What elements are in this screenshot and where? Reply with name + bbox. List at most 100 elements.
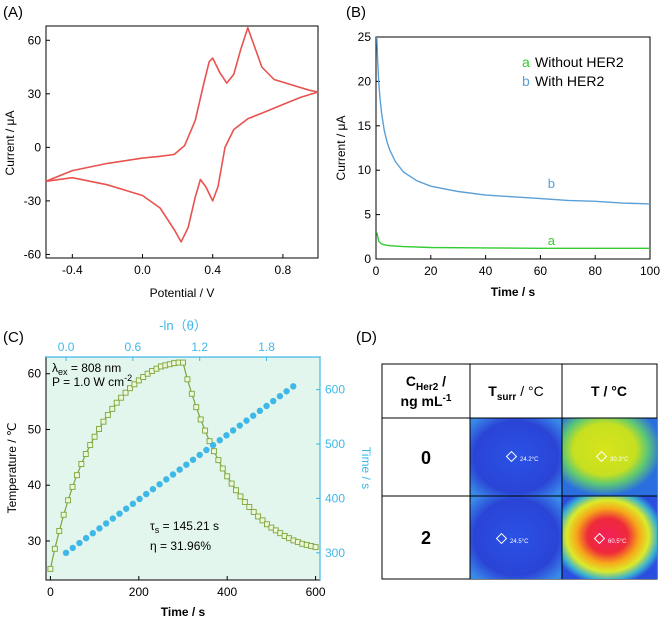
- fit-point: [136, 495, 143, 503]
- panel-b-ticks: 0 20 40 60 80 100 0 5 10 15 20 25: [358, 30, 661, 278]
- fit-point: [196, 451, 203, 459]
- temperature-point: [100, 418, 107, 425]
- cv-curve: [45, 91, 319, 243]
- fit-point: [270, 397, 277, 405]
- temperature-point: [202, 427, 209, 434]
- temperature-point: [118, 394, 125, 401]
- temperature-point: [255, 513, 262, 520]
- readout-t-0: 30.3°C: [610, 457, 629, 463]
- temperature-point: [140, 374, 147, 381]
- curve-label-a: a: [548, 233, 556, 248]
- temperature-point: [131, 381, 138, 388]
- legend-label-b: With HER2: [535, 73, 604, 89]
- temperature-point: [122, 389, 129, 396]
- temperature-point: [135, 377, 142, 384]
- panel-c-ticks: 0 200 400 600 30 40 50 60 0.0 0.6 1.2 1.8 300 400 500 6…: [28, 340, 346, 599]
- panel-a-xlabel: Potential / V: [150, 286, 215, 300]
- x-tick-label: 40: [479, 264, 493, 278]
- top-tick-label: 0.0: [58, 340, 75, 354]
- panel-a-ylabel: Current / μA: [3, 111, 17, 176]
- temperature-point: [224, 473, 231, 480]
- marker-surr-2: 24.5°C: [495, 532, 529, 545]
- readout-surr-2: 24.5°C: [510, 539, 529, 545]
- fit-point: [143, 490, 150, 498]
- right-tick-label: 600: [325, 383, 345, 397]
- temperature-point: [127, 385, 133, 392]
- fit-point: [69, 544, 76, 552]
- panel-label-b: (B): [346, 4, 366, 21]
- panel-d: (D) CHer2 / ng mL-1 Tsurr / °C T / °C 0 …: [356, 329, 658, 580]
- temperature-point: [104, 412, 111, 418]
- fit-point: [236, 422, 244, 429]
- temperature-point: [264, 521, 270, 528]
- temperature-point: [51, 545, 58, 552]
- panel-b-xlabel: Time / s: [491, 285, 536, 299]
- fit-point: [109, 515, 117, 522]
- y-tick-label: -60: [24, 247, 42, 261]
- right-tick-label: 300: [325, 546, 345, 560]
- panel-b-frame: [375, 36, 651, 260]
- temperature-point: [206, 438, 213, 445]
- y-tick-label: 30: [28, 534, 42, 548]
- header-t-surr: Tsurr / °C: [488, 383, 543, 403]
- temperature-point: [215, 457, 222, 464]
- temperature-point: [241, 499, 248, 505]
- fit-point: [290, 383, 297, 390]
- temperature-point: [47, 565, 54, 572]
- y-tick-label: 40: [28, 478, 42, 492]
- x-tick-label: 100: [640, 264, 660, 278]
- thermal-image-t-0: [562, 418, 657, 496]
- panel-a-frame: [45, 25, 319, 259]
- fit-point: [203, 446, 210, 454]
- temperature-point: [233, 487, 239, 494]
- fit-point: [229, 427, 237, 434]
- panel-c-right-ylabel: Time / s: [359, 447, 373, 489]
- x-tick-label: 0.4: [204, 263, 221, 277]
- current-curve-b: [376, 36, 651, 205]
- marker-surr-0: 24.2°C: [505, 450, 539, 463]
- fit-point: [263, 402, 270, 410]
- curve-label-b: b: [548, 176, 555, 191]
- panel-b-legend: a Without HER2 b With HER2: [522, 54, 624, 89]
- temperature-point: [96, 425, 102, 432]
- fit-point: [102, 520, 110, 527]
- panel-label-a: (A): [3, 4, 23, 21]
- fit-point: [276, 392, 284, 400]
- annotation-tau: τs = 145.21 s: [150, 519, 219, 535]
- current-curve-a: [376, 232, 650, 249]
- top-tick-label: 0.6: [125, 340, 142, 354]
- x-tick-label: 20: [424, 264, 438, 278]
- y-tick-label: 25: [358, 30, 372, 44]
- marker-t-2: 60.5°C: [593, 532, 627, 545]
- legend-letter-b: b: [522, 73, 530, 89]
- x-tick-label: 600: [306, 585, 326, 599]
- fit-point: [149, 485, 157, 493]
- fit-point: [163, 476, 170, 483]
- marker-t-0: 30.3°C: [595, 450, 629, 463]
- x-tick-label: 0.0: [134, 263, 151, 277]
- legend-label-a: Without HER2: [535, 54, 624, 70]
- fit-point: [176, 466, 183, 473]
- temperature-point: [109, 405, 116, 412]
- panel-label-d: (D): [356, 329, 377, 346]
- annotation-eta: η = 31.96%: [150, 539, 211, 553]
- panel-c-top-xlabel: -ln（θ）: [159, 318, 207, 333]
- x-tick-label: 200: [129, 585, 149, 599]
- panel-c-plot: [47, 359, 319, 572]
- temperature-point: [312, 544, 319, 551]
- panel-c-background: [46, 357, 320, 580]
- header-unit: ng mL-1: [401, 393, 452, 409]
- temperature-point: [188, 390, 195, 397]
- fit-point: [223, 432, 230, 439]
- y-tick-label: 0: [364, 252, 371, 266]
- right-tick-label: 500: [325, 437, 345, 451]
- y-tick-label: 20: [358, 74, 372, 88]
- fit-point: [169, 471, 177, 478]
- y-tick-label: -30: [24, 194, 42, 208]
- y-tick-label: 15: [358, 119, 372, 133]
- legend-letter-a: a: [522, 54, 530, 70]
- panel-a-curves: [45, 27, 319, 243]
- temperature-point: [73, 472, 80, 479]
- fit-point: [283, 388, 290, 395]
